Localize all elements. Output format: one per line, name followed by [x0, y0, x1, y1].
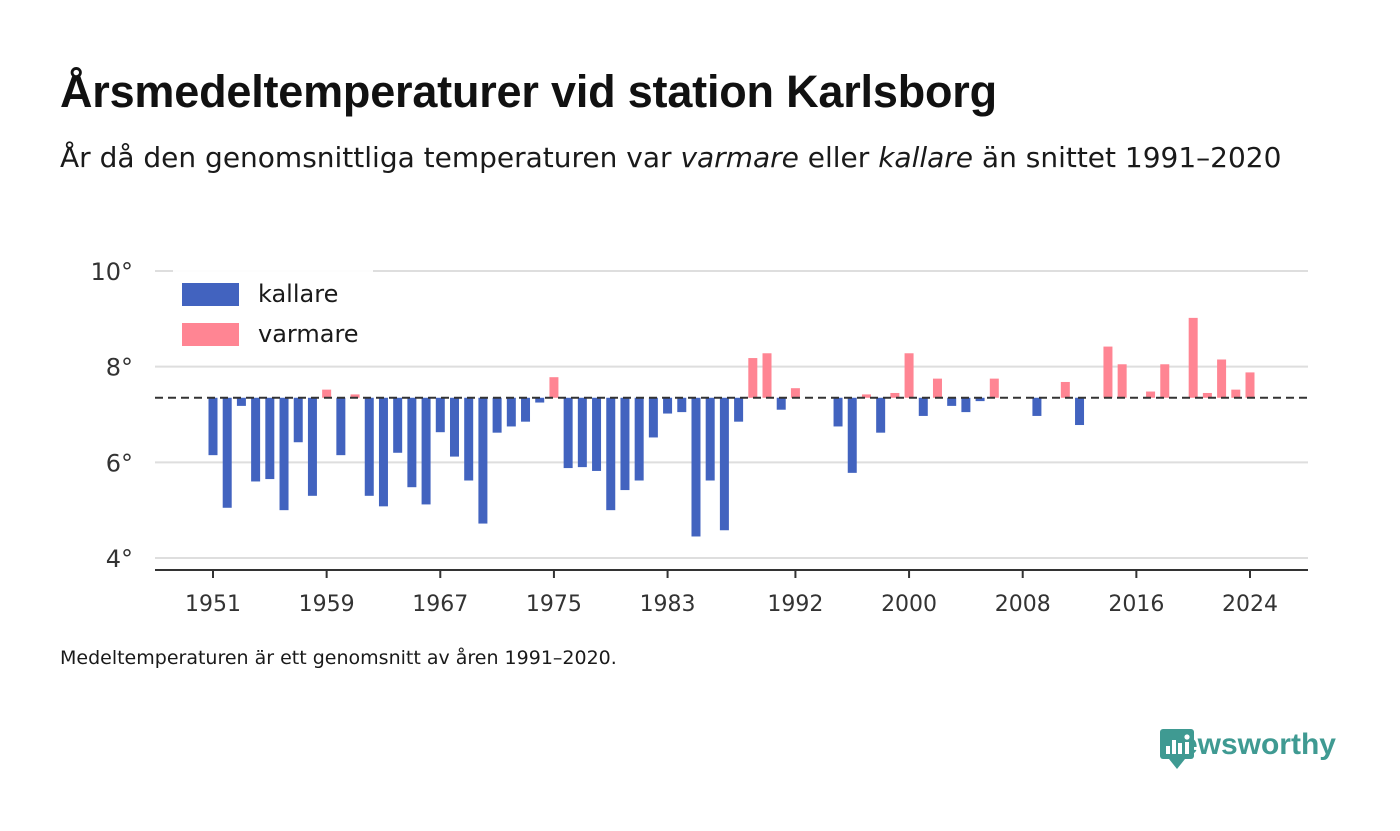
x-tick-label: 2000	[881, 592, 937, 617]
bar-kallare	[677, 397, 687, 413]
newsworthy-logo-icon	[1160, 729, 1195, 769]
bar-kallare	[449, 397, 459, 457]
bar-varmare	[932, 378, 942, 398]
x-tick-label: 2016	[1108, 592, 1164, 617]
bar-kallare	[464, 397, 474, 481]
bar-varmare	[1217, 359, 1227, 398]
legend-swatch-varmare	[182, 323, 239, 346]
bar-kallare	[847, 397, 857, 473]
subtitle-text-2: eller	[798, 141, 879, 174]
y-tick-label: 8°	[106, 354, 133, 382]
bar-kallare	[975, 397, 985, 402]
bar-kallare	[208, 397, 218, 456]
bar-kallare	[236, 397, 246, 406]
bar-kallare	[421, 397, 431, 505]
bar-kallare	[705, 397, 715, 481]
bar-kallare	[506, 397, 516, 427]
subtitle-text-3: än snittet 1991–2020	[973, 141, 1282, 174]
x-tick-label: 1983	[640, 592, 696, 617]
bar-varmare	[861, 394, 871, 398]
bar-varmare	[1117, 364, 1127, 398]
bar-varmare	[350, 394, 360, 398]
x-tick-label: 1959	[299, 592, 355, 617]
bar-kallare	[307, 397, 317, 496]
bar-kallare	[293, 397, 303, 443]
bar-kallare	[492, 397, 502, 433]
chart-subtitle: År då den genomsnittliga temperaturen va…	[60, 136, 1310, 180]
bar-kallare	[592, 397, 602, 471]
legend-label-varmare: varmare	[258, 320, 359, 348]
bar-kallare	[251, 397, 261, 482]
bar-varmare	[1245, 372, 1255, 398]
bar-varmare	[762, 353, 772, 398]
bar-kallare	[663, 397, 673, 414]
bar-kallare	[719, 397, 729, 531]
bar-kallare	[521, 397, 531, 422]
bar-varmare	[1103, 346, 1113, 398]
bar-kallare	[407, 397, 417, 488]
bar-varmare	[1202, 392, 1212, 398]
x-tick-label: 1951	[185, 592, 241, 617]
y-tick-label: 4°	[106, 545, 133, 573]
bar-kallare	[634, 397, 644, 481]
legend-swatch-kallare	[182, 283, 239, 306]
bar-kallare	[606, 397, 616, 511]
bar-kallare	[876, 397, 886, 433]
bar-varmare	[1188, 317, 1198, 398]
bar-kallare	[691, 397, 701, 537]
x-tick-label: 1975	[526, 592, 582, 617]
bar-kallare	[620, 397, 630, 491]
bar-varmare	[904, 353, 914, 398]
chart-area: 4° 6° 8° 10° 1951 1959 1967 1975 1983 1992 2000 200…	[90, 258, 1308, 617]
bar-kallare	[364, 397, 374, 496]
y-tick-label: 10°	[90, 258, 133, 286]
bar-varmare	[322, 389, 332, 398]
bar-kallare	[918, 397, 928, 416]
brand-logo: Newsworthy	[1159, 728, 1336, 769]
bar-kallare	[776, 397, 786, 410]
bar-kallare	[435, 397, 445, 433]
legend-label-kallare: kallare	[258, 280, 338, 308]
bar-kallare	[265, 397, 275, 480]
bar-kallare	[279, 397, 289, 511]
bar-kallare	[478, 397, 488, 524]
bar-kallare	[336, 397, 346, 456]
bar-varmare	[549, 377, 559, 398]
bar-varmare	[1060, 381, 1070, 398]
x-tick-label: 2024	[1222, 592, 1278, 617]
subtitle-kallare: kallare	[878, 141, 974, 174]
bar-varmare	[989, 378, 999, 398]
chart-title: Årsmedeltemperaturer vid station Karlsbo…	[60, 66, 997, 117]
bar-kallare	[393, 397, 403, 453]
subtitle-text-1: År då den genomsnittliga temperaturen va…	[60, 141, 681, 174]
bar-kallare	[378, 397, 388, 507]
bar-kallare	[734, 397, 744, 422]
bar-varmare	[1231, 389, 1241, 398]
y-tick-label: 6°	[106, 449, 133, 477]
bar-varmare	[748, 358, 758, 398]
bar-varmare	[1146, 391, 1156, 398]
subtitle-varmare: varmare	[680, 141, 799, 174]
bar-kallare	[577, 397, 587, 468]
bar-kallare	[1032, 397, 1042, 416]
bar-kallare	[648, 397, 658, 438]
bar-varmare	[790, 388, 800, 398]
bar-kallare	[961, 397, 971, 413]
bar-kallare	[833, 397, 843, 427]
bar-chart: 4° 6° 8° 10° 1951 1959 1967 1975 1983 1992 2000 200…	[90, 258, 1308, 617]
x-tick-label: 1992	[767, 592, 823, 617]
bar-kallare	[535, 397, 545, 403]
bar-kallare	[1075, 397, 1085, 426]
x-tick-label: 1967	[412, 592, 468, 617]
bar-kallare	[947, 397, 957, 406]
bar-varmare	[1160, 364, 1170, 398]
bar-kallare	[563, 397, 573, 469]
footnote: Medeltemperaturen är ett genomsnitt av å…	[60, 647, 617, 669]
bar-kallare	[222, 397, 232, 508]
x-tick-label: 2008	[995, 592, 1051, 617]
bar-varmare	[890, 392, 900, 398]
